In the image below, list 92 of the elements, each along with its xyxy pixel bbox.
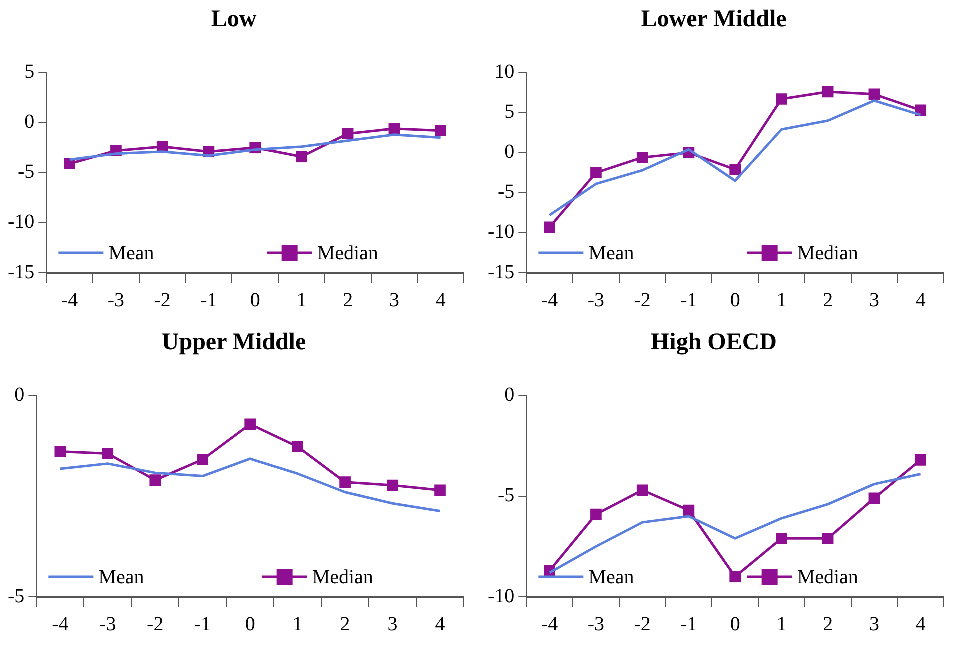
x-tick-label: 4 [436,289,446,312]
y-tick-label: -15 [8,261,35,284]
chart-title: Lower Middle [641,6,788,33]
x-tick-label: 3 [869,613,880,636]
y-tick-label: -5 [498,484,515,507]
point [915,454,926,466]
point [822,532,834,544]
x-tick-label: 1 [292,613,303,636]
x-tick-label: 2 [343,289,354,312]
x-tick-label: -1 [194,613,212,636]
x-tick-label: 4 [916,289,926,312]
point [590,508,602,520]
x-tick-label: 0 [730,613,740,636]
legend-label: Mean [588,242,634,264]
point [776,532,788,544]
x-tick-label: -2 [634,613,651,636]
point [590,167,602,179]
point [244,418,256,430]
x-tick-label: 1 [296,289,307,312]
x-tick-label: -3 [100,613,116,636]
x-tick-label: 1 [776,289,787,312]
point [292,441,304,453]
point [868,88,880,100]
point [730,571,741,583]
x-tick-label: -4 [52,613,69,636]
point [434,484,446,496]
point [730,164,741,176]
legend-label: Mean [108,242,154,264]
y-tick-label: 0 [504,384,515,406]
point [636,152,648,164]
point [868,492,880,504]
y-tick-label: 5 [504,101,515,124]
x-tick-label: 2 [340,613,350,636]
y-tick-label: 5 [24,61,35,84]
chart-title: Upper Middle [162,330,306,356]
x-tick-label: 0 [250,289,260,312]
y-tick-label: -5 [18,161,35,184]
y-tick-label: -15 [488,261,515,284]
x-tick-label: 3 [389,289,400,312]
legend-label: Median [317,242,378,264]
x-tick-label: -4 [542,613,558,636]
x-tick-label: -2 [634,289,651,312]
point [435,125,446,137]
x-tick-label: -2 [154,289,171,312]
y-tick-label: -10 [8,211,35,234]
point [102,448,114,460]
point [776,94,788,105]
x-tick-label: 1 [776,613,787,636]
point [822,86,834,98]
y-tick-label: -10 [488,585,515,608]
y-tick-label: 0 [504,141,515,164]
legend-label: Median [797,566,858,588]
x-tick-label: 3 [869,289,880,312]
point [340,476,351,488]
point [342,128,354,140]
point [150,474,162,486]
x-tick-label: 4 [435,613,446,636]
point [388,123,400,135]
x-tick-label: 4 [916,613,926,636]
chart-title: High OECD [650,330,778,356]
y-tick-label: 0 [14,384,25,406]
x-tick-label: -1 [200,289,218,312]
point [683,504,695,516]
y-tick-label: 10 [494,61,515,84]
x-tick-label: -3 [588,289,605,312]
x-tick-label: -4 [542,289,558,312]
legend-label: Median [797,242,858,264]
x-tick-label: 2 [823,289,834,312]
x-tick-label: 0 [730,289,740,312]
y-tick-label: -10 [488,221,515,244]
legend-label: Median [312,566,374,588]
x-tick-label: 0 [245,613,256,636]
point [387,480,398,492]
x-tick-label: -3 [588,613,605,636]
point [197,454,209,466]
chart-title: Low [211,6,258,33]
point [296,151,308,163]
x-tick-label: -1 [680,613,698,636]
y-tick-label: -5 [8,585,25,608]
legend-label: Mean [588,566,634,588]
x-tick-label: 2 [823,613,834,636]
y-tick-label: -5 [498,181,515,204]
x-tick-label: -2 [147,613,164,636]
x-tick-label: -1 [680,289,698,312]
point [544,222,556,234]
x-tick-label: 3 [388,613,398,636]
legend-label: Mean [98,566,144,588]
point [636,484,648,496]
x-tick-label: -4 [62,289,78,312]
x-tick-label: -3 [108,289,125,312]
y-tick-label: 0 [24,111,35,134]
point [54,446,66,458]
